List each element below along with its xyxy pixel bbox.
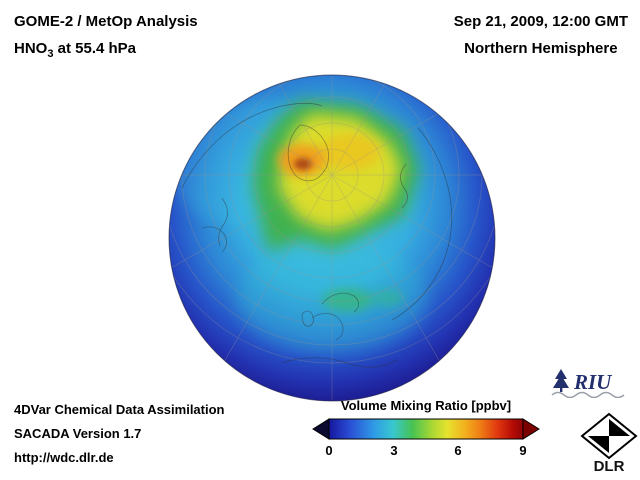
colorbar (312, 416, 540, 442)
hemisphere-label: Northern Hemisphere (464, 40, 618, 57)
colorbar-gradient (328, 418, 524, 440)
colorbar-tick-9: 9 (519, 443, 527, 458)
datetime-label: Sep 21, 2009, 12:00 GMT (453, 13, 628, 30)
colorbar-tick-0: 0 (325, 443, 333, 458)
riu-logo: RIU (550, 366, 634, 399)
riu-wave (551, 391, 625, 399)
colorbar-label: Volume Mixing Ratio [ppbv] (340, 398, 512, 413)
globe-svg (168, 74, 496, 402)
riu-text: RIU (573, 370, 613, 394)
colorbar-arrow-left (312, 418, 330, 440)
header-right: Sep 21, 2009, 12:00 GMT Northern Hemisph… (454, 8, 628, 62)
data-field-layer (169, 75, 495, 401)
globe-rim (168, 74, 496, 402)
plot-subtitle: HNO3 at 55.4 hPa (14, 40, 137, 60)
dlr-diamond (580, 412, 638, 460)
plot-title: GOME-2 / MetOp Analysis (14, 13, 198, 30)
url-label: http://wdc.dlr.de (14, 450, 114, 465)
coastlines (181, 102, 453, 368)
riu-logo-svg: RIU (551, 369, 625, 399)
riu-tree-icon (553, 369, 569, 392)
globe-map (162, 68, 502, 408)
footer-credits: 4DVar Chemical Data Assimilation SACADA … (14, 398, 225, 470)
header-left: GOME-2 / MetOp Analysis HNO3 at 55.4 hPa (14, 8, 198, 68)
version-label: SACADA Version 1.7 (14, 426, 142, 441)
colorbar-tick-6: 6 (454, 443, 462, 458)
colorbar-arrow-right (522, 418, 540, 440)
dlr-text: DLR (594, 458, 625, 474)
dlr-wing-lower (588, 436, 609, 453)
assimilation-label: 4DVar Chemical Data Assimilation (14, 402, 225, 417)
hot-spot-core (294, 158, 312, 170)
dlr-wing-upper (609, 419, 630, 436)
dlr-logo-svg: DLR (580, 412, 638, 475)
colorbar-svg (312, 418, 540, 440)
dlr-logo: DLR (580, 412, 638, 475)
colorbar-tick-3: 3 (390, 443, 398, 458)
